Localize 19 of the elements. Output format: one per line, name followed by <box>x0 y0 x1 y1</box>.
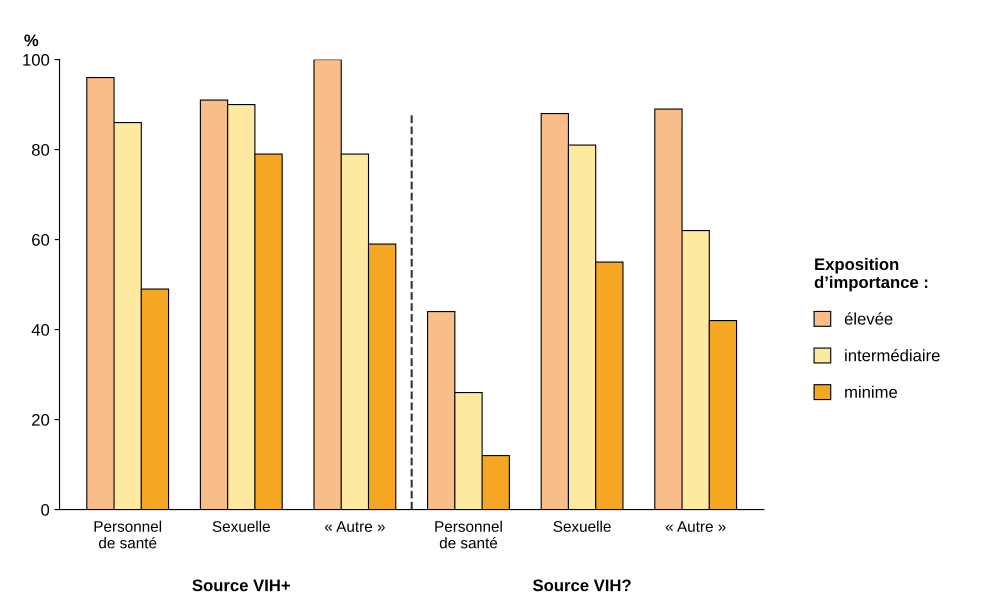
legend-label: minime <box>845 386 898 398</box>
y-tick-label: 80 <box>32 144 50 156</box>
y-tick-label: 100 <box>23 54 50 66</box>
y-tick-label: 0 <box>41 504 50 516</box>
x-tick-label: Personnel de santé <box>94 520 162 548</box>
x-tick-label: Sexuelle <box>553 520 611 532</box>
x-tick-label: Personnel de santé <box>435 520 502 548</box>
source-note: Source VIH+ <box>192 579 290 592</box>
y-tick-label: 40 <box>32 324 50 336</box>
x-tick-label: Sexuelle <box>212 520 270 532</box>
legend-label: élevée <box>844 312 892 325</box>
y-tick-label: 60 <box>32 234 50 246</box>
source-note: Source VIH? <box>533 579 631 592</box>
legend-label: intermédiaire <box>845 348 940 362</box>
legend-title: Exposition d’importance : <box>814 258 928 292</box>
y-axis-title: % <box>24 34 38 46</box>
x-tick-label: « Autre » <box>666 521 726 532</box>
x-tick-label: « Autre » <box>324 521 385 532</box>
y-tick-label: 20 <box>32 414 50 426</box>
